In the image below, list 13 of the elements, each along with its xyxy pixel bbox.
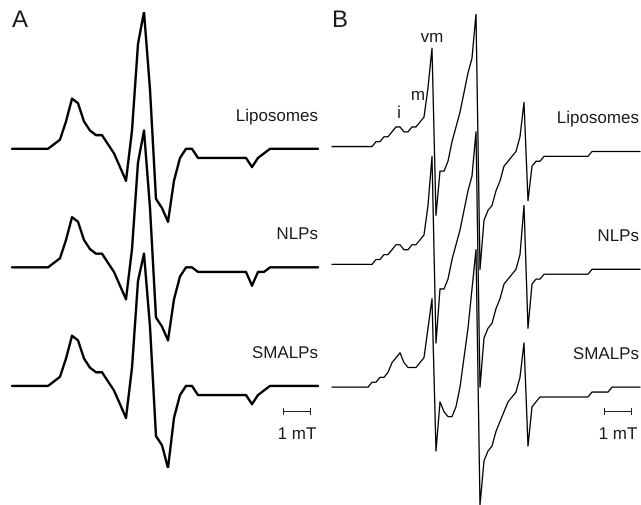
annotation: 1 mT — [598, 424, 638, 443]
series-label: SMALPs — [252, 342, 318, 362]
annotation: m — [410, 85, 426, 104]
chart-title: A — [12, 6, 28, 33]
series-label: NLPs — [276, 224, 318, 244]
annotation: vm — [420, 27, 444, 46]
annotation: i — [397, 103, 401, 122]
series-label: Liposomes — [556, 108, 639, 128]
series-label: Liposomes — [236, 106, 318, 125]
annotation: 1 mT — [278, 424, 316, 443]
chart-title: B — [332, 6, 348, 33]
series-label: NLPs — [597, 226, 639, 246]
series-label: SMALPs — [572, 344, 639, 364]
